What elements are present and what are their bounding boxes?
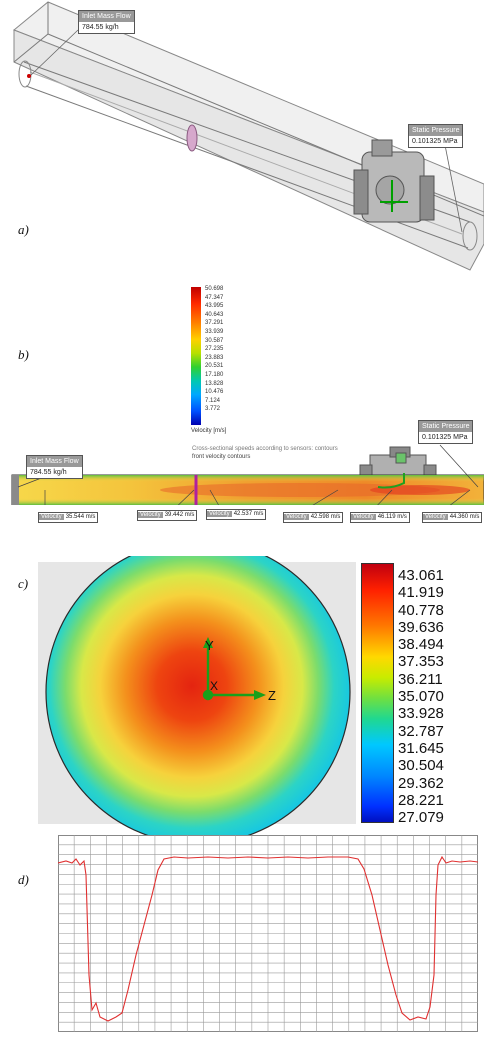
axis-label-y: Y xyxy=(205,638,214,653)
callout-value: 784.55 kg/h xyxy=(30,469,67,476)
legend-value: 47.347 xyxy=(205,294,224,301)
legend-value: 28.221 xyxy=(398,791,444,809)
legend-values: 43.061 41.919 40.778 39.636 38.494 37.353 36.2… xyxy=(398,567,444,826)
legend-value: 43.061 xyxy=(398,567,444,584)
static-pressure-callout-b: Static Pressure 0.101325 MPa xyxy=(418,420,474,444)
legend-value: 30.504 xyxy=(398,757,444,775)
callout-title: Inlet Mass Flow xyxy=(79,11,134,22)
legend-value: 36.211 xyxy=(398,670,443,688)
legend-value: 29.362 xyxy=(398,774,444,792)
velocity-profile-curve xyxy=(58,855,478,1022)
sensor-disk xyxy=(186,124,198,152)
velocity-probe-1: Velocity 35.544 m/s xyxy=(38,512,99,523)
legend-value: 38.494 xyxy=(398,636,444,654)
legend-value: 40.778 xyxy=(398,601,444,619)
legend-value: 23.883 xyxy=(205,354,224,361)
annotation-line-1: Cross-sectional speeds according to sens… xyxy=(192,446,338,452)
panel-label-c: c) xyxy=(18,576,29,591)
velocity-profile-plot xyxy=(58,835,478,1032)
pipe-velocity-contour xyxy=(11,444,484,505)
legend-value: 41.919 xyxy=(398,584,444,602)
legend-value: 33.939 xyxy=(205,328,224,335)
velocity-probe-6: Velocity 44.360 m/s xyxy=(422,512,483,523)
legend-value: 7.124 xyxy=(205,397,221,404)
legend-value: 3.772 xyxy=(205,406,221,413)
legend-value: 13.828 xyxy=(205,380,224,387)
legend-value: 30.587 xyxy=(205,337,224,344)
legend-value: 17.180 xyxy=(205,371,224,378)
inlet-mass-flow-callout-a: Inlet Mass Flow 784.55 kg/h xyxy=(78,10,135,34)
annotation-line-2: front velocity contours xyxy=(192,454,251,460)
legend-value: 10.476 xyxy=(205,389,224,396)
callout-title: Static Pressure xyxy=(409,125,463,136)
callout-title: Static Pressure xyxy=(419,421,473,432)
legend-value: 27.235 xyxy=(205,346,224,353)
callout-value: 0.101325 MPa xyxy=(412,138,458,145)
panel-label-a: a) xyxy=(18,222,29,237)
axis-label-z: Z xyxy=(268,688,276,703)
panel-label-b: b) xyxy=(18,347,29,362)
legend-value: 33.928 xyxy=(398,705,444,723)
legend-value: 40.643 xyxy=(205,311,224,318)
ball-valve xyxy=(353,139,435,223)
inlet-mass-flow-callout-b: Inlet Mass Flow 784.55 kg/h xyxy=(26,455,83,479)
static-pressure-callout-a: Static Pressure 0.101325 MPa xyxy=(408,124,464,148)
legend-value: 35.070 xyxy=(398,688,444,706)
pipe-domain-3d xyxy=(13,1,484,271)
valve-body xyxy=(359,446,437,480)
axis-label-x: X xyxy=(210,679,219,693)
legend-value: 39.636 xyxy=(398,618,444,636)
legend-value: 50.698 xyxy=(205,286,224,292)
velocity-probe-3: Velocity 42.537 m/s xyxy=(206,509,267,520)
legend-value: 37.353 xyxy=(398,653,444,671)
cross-section-contour xyxy=(45,556,351,836)
legend-value: 27.079 xyxy=(398,809,444,827)
callout-value: 0.101325 MPa xyxy=(422,434,468,441)
legend-value: 20.531 xyxy=(205,363,224,370)
velocity-probe-2: Velocity 39.442 m/s xyxy=(137,510,198,521)
legend-colorbar xyxy=(361,563,394,823)
legend-colorbar xyxy=(191,287,201,425)
legend-value: 43.995 xyxy=(205,303,224,310)
legend-values: 50.698 47.347 43.995 40.643 37.291 33.939 30.5… xyxy=(205,285,223,414)
panel-label-d: d) xyxy=(18,872,29,887)
velocity-probe-4: Velocity 42.598 m/s xyxy=(283,512,344,523)
callout-title: Inlet Mass Flow xyxy=(27,456,82,467)
legend-unit: Velocity [m/s] xyxy=(191,428,227,434)
legend-value: 32.787 xyxy=(398,722,444,740)
legend-value: 37.291 xyxy=(205,320,224,327)
velocity-probe-5: Velocity 46.119 m/s xyxy=(350,512,410,523)
legend-value: 31.645 xyxy=(398,739,444,757)
callout-value: 784.55 kg/h xyxy=(82,24,119,31)
